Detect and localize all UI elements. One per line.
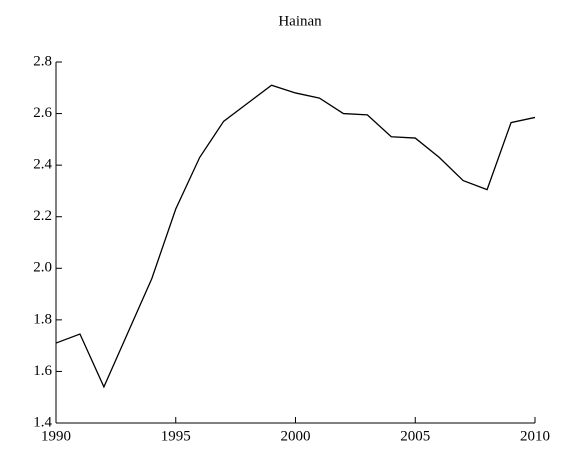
- x-tick-label: 2005: [400, 428, 430, 444]
- data-line: [55, 84, 536, 389]
- x-tick-label: 1995: [161, 428, 191, 444]
- y-tick-label: 2.8: [33, 53, 52, 69]
- y-tick-label: 2.0: [33, 260, 52, 276]
- chart-title: Hainan: [278, 13, 322, 29]
- x-tick-label: 2010: [520, 428, 550, 444]
- y-tick-label: 1.4: [33, 414, 52, 430]
- y-tick-label: 2.6: [33, 105, 52, 121]
- y-tick-label: 2.2: [33, 208, 52, 224]
- y-tick-label: 2.4: [33, 157, 52, 173]
- y-tick-label: 1.8: [33, 311, 52, 327]
- x-tick-label: 1990: [41, 428, 71, 444]
- y-tick-label: 1.6: [33, 363, 52, 379]
- x-tick-label: 2000: [281, 428, 311, 444]
